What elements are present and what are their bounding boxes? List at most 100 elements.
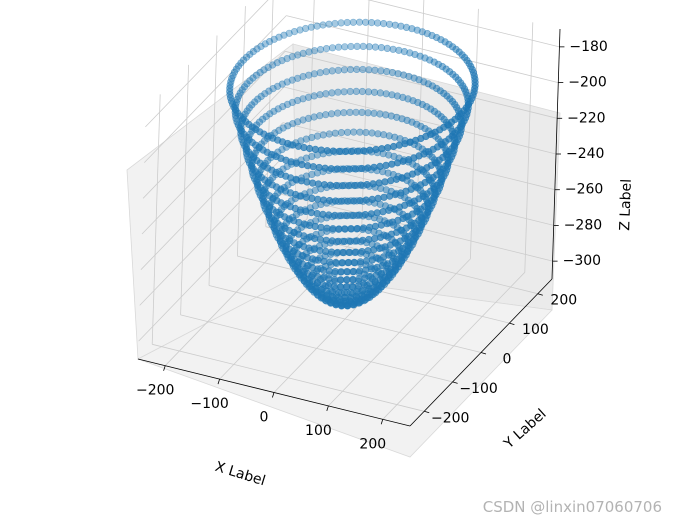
scatter-point xyxy=(384,169,392,177)
y-tick-mark xyxy=(509,322,515,325)
grid-line-x-floor xyxy=(382,272,526,420)
scatter-point xyxy=(328,44,337,52)
scatter-point xyxy=(391,133,399,141)
grid-line-z-back xyxy=(283,86,557,155)
scatter-point xyxy=(388,91,396,99)
scatter-point xyxy=(368,19,376,27)
scatter-point xyxy=(316,91,324,99)
scatter-point xyxy=(331,129,339,137)
scatter-point xyxy=(395,46,403,54)
scatter-point xyxy=(353,42,361,51)
scatter-point xyxy=(343,147,351,155)
scatter-point xyxy=(264,63,272,71)
scatter-point xyxy=(353,65,361,73)
scatter-point xyxy=(334,109,342,117)
scatter-point xyxy=(382,161,390,169)
scatter-point xyxy=(260,66,268,74)
scatter-point xyxy=(341,181,349,189)
scatter-point xyxy=(246,50,254,58)
scatter-point xyxy=(307,23,315,31)
scatter-point xyxy=(284,181,292,189)
scatter-point xyxy=(370,109,378,117)
scatter-point xyxy=(353,181,361,189)
scatter-point xyxy=(341,225,349,233)
scatter-point xyxy=(316,112,324,120)
scatter-point xyxy=(278,56,286,65)
scatter-point xyxy=(323,227,331,235)
scatter-point xyxy=(341,197,349,205)
scatter-point xyxy=(308,170,316,178)
scatter-point xyxy=(347,42,355,51)
scatter-point xyxy=(257,92,265,100)
scatter-point xyxy=(294,74,302,82)
scatter-point xyxy=(267,131,275,140)
scatter-point xyxy=(365,198,373,206)
scatter-point xyxy=(275,168,283,176)
scatter-point xyxy=(283,100,292,108)
scatter-point xyxy=(343,283,351,291)
scatter-point xyxy=(339,259,347,267)
scatter-point xyxy=(256,68,264,77)
scatter-point xyxy=(317,200,325,209)
grid-line-x-floor xyxy=(328,258,471,407)
grid-line-z-left xyxy=(141,86,285,235)
scatter-point xyxy=(304,93,313,101)
scatter-point xyxy=(275,33,283,41)
scatter-point xyxy=(376,89,385,97)
axis-lines xyxy=(137,28,565,427)
scatter-point xyxy=(290,28,299,36)
z-tick-label: −280 xyxy=(564,217,602,233)
scatter-point xyxy=(377,67,385,75)
scatter-point xyxy=(357,238,365,246)
y-tick-mark xyxy=(452,381,458,384)
scatter-point xyxy=(343,165,351,173)
scatter-point xyxy=(310,70,319,78)
scatter-point xyxy=(308,152,316,161)
scatter-point xyxy=(337,283,345,291)
scatter-point xyxy=(430,58,438,66)
scatter-point xyxy=(327,250,335,258)
scatter-point xyxy=(373,149,382,157)
scatter-point xyxy=(323,199,331,207)
scatter-point xyxy=(376,110,384,118)
scatter-point xyxy=(340,88,348,96)
watermark: CSDN @linxin07060706 xyxy=(482,498,662,516)
scatter-point xyxy=(406,49,414,57)
scatter-point xyxy=(384,144,392,152)
scatter-point xyxy=(249,74,257,82)
scatter-point xyxy=(322,68,330,76)
scatter-point xyxy=(331,19,339,28)
scatter-point xyxy=(344,128,352,136)
x-tick-mark xyxy=(272,392,275,398)
y-tick-mark xyxy=(480,352,487,355)
scatter-point xyxy=(355,18,364,26)
scatter-point xyxy=(396,135,404,143)
scatter-point xyxy=(345,237,353,245)
scatter-point xyxy=(283,200,292,208)
tick-labels: −200−1000100200−200−1000100200−180−200−2… xyxy=(136,39,608,452)
scatter-point xyxy=(332,238,341,246)
y-tick-mark xyxy=(424,410,430,414)
y-tick-label: 200 xyxy=(550,293,577,309)
scatter-point xyxy=(317,215,325,223)
x-tick-label: 200 xyxy=(359,436,386,452)
scatter-point xyxy=(335,43,343,51)
scatter-point xyxy=(347,225,355,233)
scatter-point xyxy=(249,47,257,56)
scatter-point xyxy=(374,19,382,27)
scatter-point xyxy=(328,67,336,75)
x-tick-mark xyxy=(380,419,384,425)
scatter-point xyxy=(365,43,373,51)
scatter-point xyxy=(413,26,421,34)
scatter-point xyxy=(288,98,297,106)
scatter-point xyxy=(362,147,370,155)
scatter-point xyxy=(349,18,357,26)
scatter-point xyxy=(381,178,389,186)
scatter-point xyxy=(340,109,348,117)
scatter-point xyxy=(371,66,379,74)
y-tick-mark xyxy=(537,293,543,296)
scatter-point xyxy=(325,149,333,157)
scatter-point xyxy=(278,80,286,88)
z-tick-label: −260 xyxy=(565,182,603,198)
scatter-point xyxy=(358,108,366,116)
